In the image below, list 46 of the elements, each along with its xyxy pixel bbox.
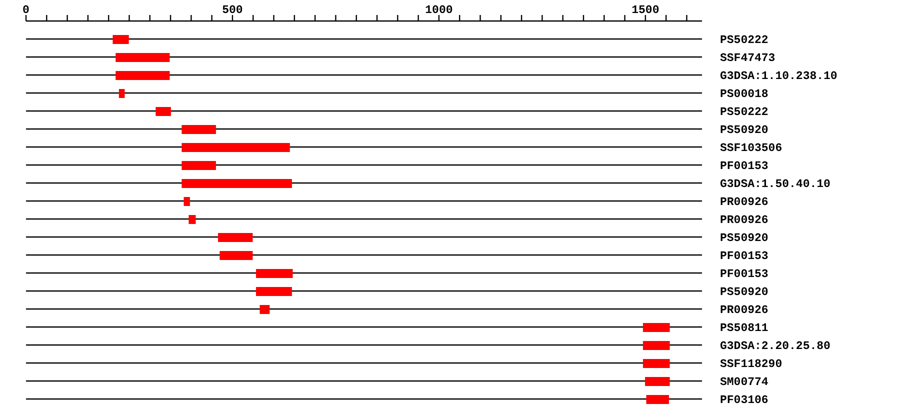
y-tick-label: SSF103506 [720,142,782,156]
y-tick-label: PS50920 [720,232,768,246]
x-tick-label: 1000 [425,4,453,17]
bar [182,179,292,188]
y-tick-label: PR00926 [720,196,768,210]
bar [188,215,196,224]
y-tick-label: PF00153 [720,160,768,174]
x-tick-label: 0 [22,4,30,17]
bar [646,395,669,404]
y-tick-label: PR00926 [720,214,768,228]
bar [642,323,670,332]
bar [156,107,171,116]
y-tick-label: G3DSA:1.10.238.10 [720,70,838,84]
bar [182,161,216,170]
y-tick-label: PF00153 [720,250,768,264]
bar [118,89,125,98]
y-tick-label: SSF118290 [720,358,782,372]
y-tick-label: PS00018 [720,88,768,102]
bar [116,71,170,80]
y-tick-label: PF03106 [720,394,768,408]
y-tick-label: G3DSA:2.20.25.80 [720,340,831,354]
bar [642,359,670,368]
bar [260,305,270,314]
bar [112,35,129,44]
bar [256,287,292,296]
bar [642,341,670,350]
bar [256,269,293,278]
y-tick-label: PS50811 [720,322,768,336]
bar [182,125,216,134]
bar [645,377,670,386]
y-tick-label: SM00774 [720,376,768,390]
x-tick-label: 500 [222,4,243,17]
y-tick-label: PR00926 [720,304,768,318]
x-tick-label: 1500 [632,4,660,17]
y-tick-label: PS50222 [720,106,768,120]
y-tick-label: PS50920 [720,124,768,138]
bar [182,143,290,152]
bar [220,251,253,260]
bar [116,53,170,62]
y-tick-label: SSF47473 [720,52,776,66]
y-tick-label: PF00153 [720,268,768,282]
bar [184,197,190,206]
bar [218,233,253,242]
y-tick-label: G3DSA:1.50.40.10 [720,178,831,192]
y-tick-label: PS50920 [720,286,768,300]
y-tick-label: PS50222 [720,34,768,48]
